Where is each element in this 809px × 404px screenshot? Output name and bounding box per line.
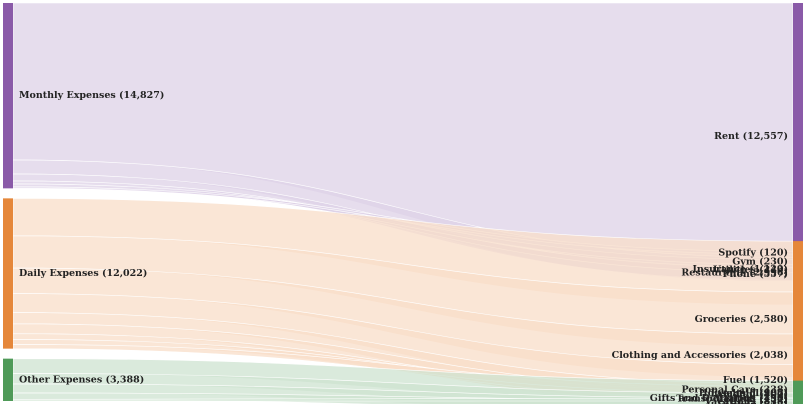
node-events (793, 380, 803, 404)
label-household: Household (905) (699, 388, 788, 399)
label-other: Other (717) (725, 400, 788, 404)
label-spotify: Spotify (120) (718, 247, 788, 258)
label-groceries: Groceries (2,580) (695, 314, 788, 325)
label-phone: Phone (557) (723, 269, 788, 280)
label-vacations: Vacations (838) (704, 396, 788, 404)
labels: Rent (12,557) Insurance (1,120)Phone (557… (19, 90, 788, 404)
node-fuel (793, 364, 803, 397)
flow-links (12, 2, 794, 404)
label-gym: Gym (230) (732, 257, 788, 268)
label-alcohol: Alcohol (400) (715, 390, 788, 401)
label-vehicle: Vehicle (512) (716, 400, 788, 404)
label-fuel: Fuel (1,520) (723, 375, 788, 386)
node-restaurants (793, 241, 803, 305)
label-events: Events (1,187) (711, 388, 789, 399)
label-daily-expenses: Daily Expenses (12,022) (19, 268, 147, 279)
label-other-expenses: Other Expenses (3,388) (19, 374, 144, 385)
node-other-expenses (3, 358, 13, 401)
node-groceries (793, 291, 803, 347)
label-gifts-and-donations: Gifts and Donations (790) (650, 393, 788, 404)
node-rent (793, 3, 803, 271)
label-personal-care: Personal Care (338) (682, 384, 789, 395)
label-restaurants: Restaurants (2,996) (681, 268, 788, 279)
node-clothing-and-accessories (793, 333, 803, 378)
label-clothing-and-accessories: Clothing and Accessories (2,038) (612, 350, 788, 361)
label-monthly-expenses: Monthly Expenses (14,827) (19, 90, 164, 101)
label-medical: Medical (134) (714, 394, 789, 404)
node-vehicle (793, 400, 803, 404)
node-daily-expenses (3, 198, 13, 349)
node-monthly-expenses (3, 3, 13, 189)
label-transportation: Transportation (455) (676, 393, 788, 404)
nodes (3, 3, 803, 404)
label-rent: Rent (12,557) (714, 131, 788, 142)
label-insurance: Insurance (1,120) (692, 264, 788, 275)
label-utilities: Utilities (243) (713, 264, 788, 275)
node-medical (793, 398, 803, 401)
